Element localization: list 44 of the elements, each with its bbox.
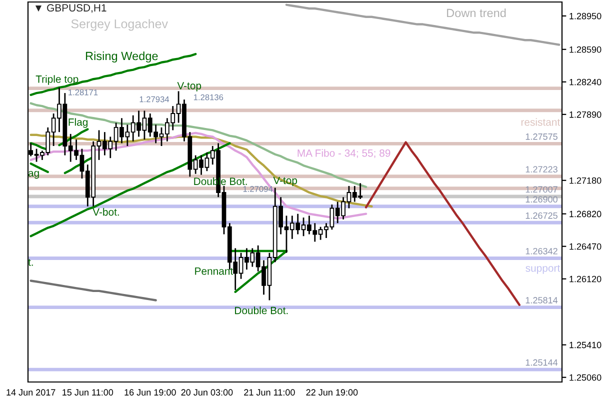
annotation: V-top (177, 82, 202, 92)
y-tick-label: 1.28240 (570, 78, 602, 86)
line-series (30, 142, 231, 238)
x-tick-label: 15 Jun 11:00 (62, 389, 114, 396)
annotation: Triple top (36, 75, 78, 85)
annotation: Double Bot. (235, 306, 288, 314)
annotation: 1.27934 (140, 96, 170, 102)
annotation: Pennant (195, 268, 234, 275)
y-tick-label: 1.25060 (570, 374, 602, 381)
x-tick-label: 21 Jun 11:00 (244, 389, 295, 396)
ref-line-label: 1.25144 (526, 359, 558, 366)
annotation: MA Fibo - 34; 55; 89 (298, 149, 390, 158)
line-series (30, 280, 157, 302)
ref-line-label: 1.25814 (526, 297, 558, 304)
x-tick-label: 14 Jun 2017 (6, 389, 56, 396)
y-tick-label: 1.25410 (570, 342, 602, 348)
y-tick-label: 1.26120 (570, 276, 602, 282)
annotation: V-bot. (92, 208, 119, 216)
y-tick-label: 1.26820 (570, 210, 602, 218)
x-tick-label: 22 Jun 19:00 (306, 389, 358, 396)
annotation: ag (28, 170, 39, 179)
y-tick-label: 1.27180 (570, 177, 602, 184)
annotation: Flag (68, 118, 88, 128)
annotation: Down trend (447, 8, 506, 18)
annotation: resistant (521, 118, 560, 126)
ref-line-label: 1.27223 (526, 166, 558, 173)
ref-line-label: 1.26342 (526, 248, 558, 254)
ref-line-label: 1.26900 (526, 196, 558, 203)
y-tick-label: 1.28590 (570, 46, 602, 53)
x-tick-label: 16 Jun 19:00 (124, 389, 176, 396)
annotation: Rising Wedge (86, 52, 158, 63)
x-tick-label: 20 Jun 03:00 (181, 389, 233, 396)
ref-line-label: 1.26725 (526, 212, 558, 219)
annotation: support (526, 264, 560, 274)
ref-line-label: 1.27575 (526, 133, 558, 140)
y-tick-label: 1.27890 (570, 111, 602, 118)
annotation: 1.28171 (68, 89, 98, 96)
y-tick-label: 1.28950 (570, 12, 602, 20)
line-series (285, 4, 560, 46)
annotation: 1.28136 (194, 94, 224, 100)
text: Sergey Logachev (71, 19, 168, 31)
line-series (58, 128, 89, 146)
chart-title: ▼ GBPUSD,H1 (35, 4, 106, 13)
y-tick-label: 1.26470 (570, 243, 602, 250)
